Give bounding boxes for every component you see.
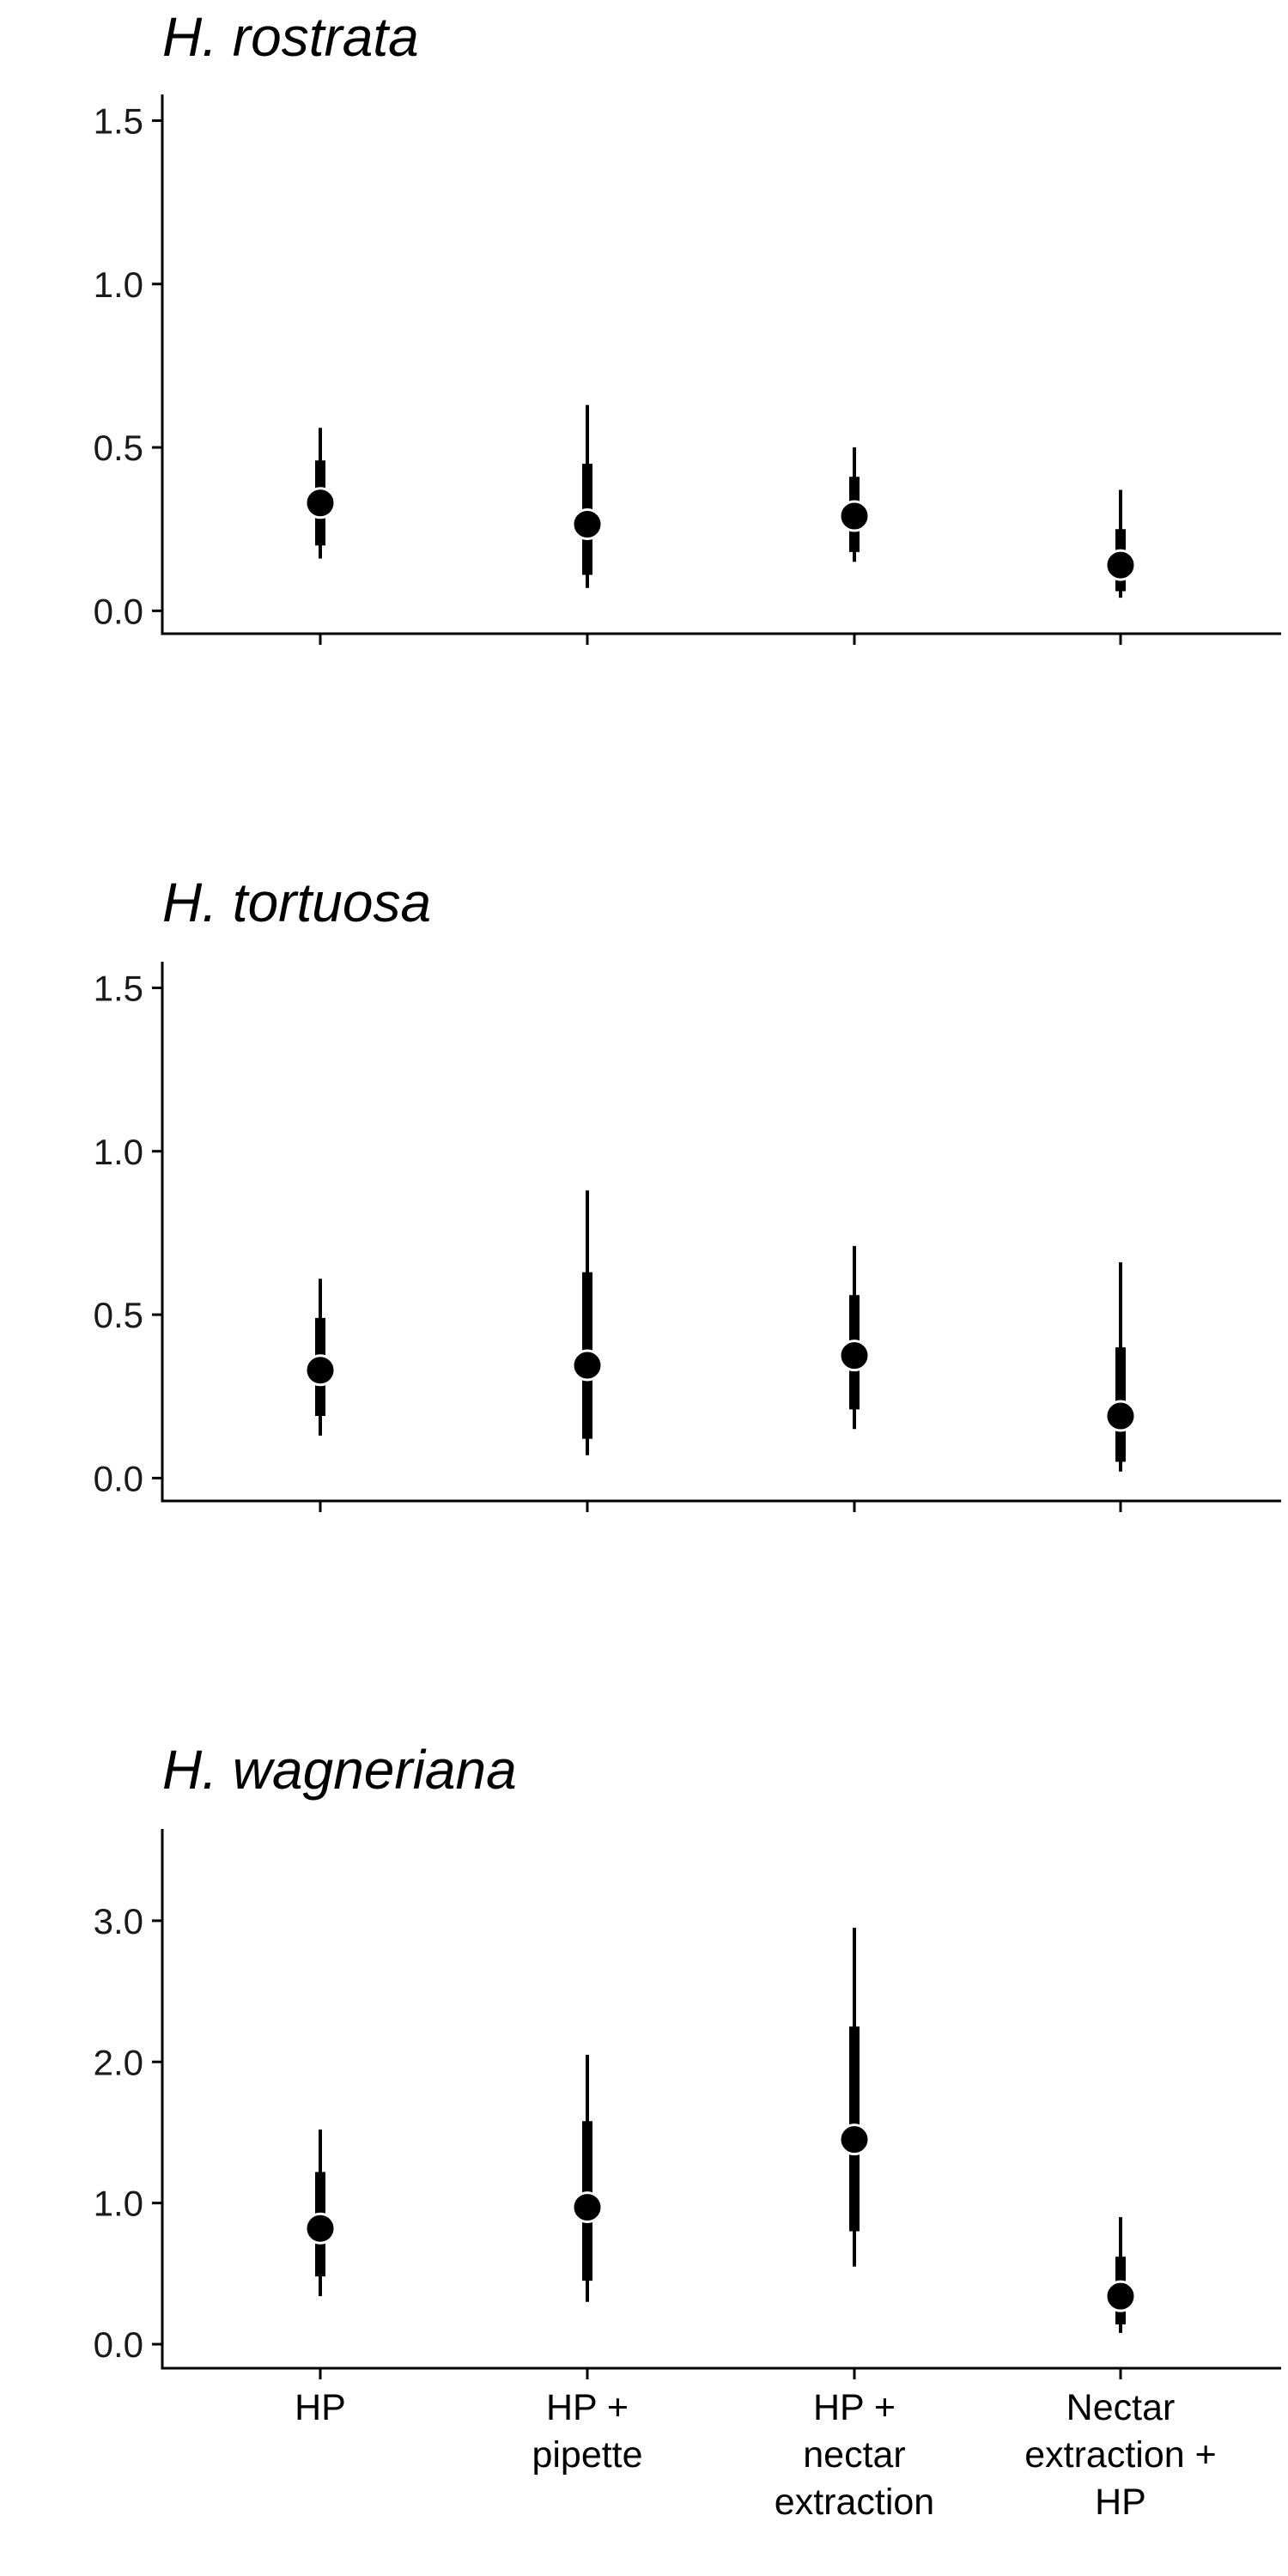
- x-category-label: nectar: [803, 2434, 906, 2476]
- point-estimate: [838, 500, 871, 532]
- x-category-label: extraction: [775, 2482, 934, 2523]
- y-tick-label: 0.5: [94, 428, 143, 468]
- y-tick-label: 3.0: [94, 1901, 143, 1941]
- point-estimate: [838, 1340, 871, 1372]
- y-tick-label: 0.5: [94, 1295, 143, 1335]
- x-category-label: HP +: [813, 2387, 896, 2428]
- panel-title: H. tortuosa: [162, 872, 431, 933]
- x-category-label: Nectar: [1066, 2387, 1176, 2428]
- point-estimate: [1104, 2280, 1137, 2312]
- y-tick-label: 0.0: [94, 1458, 143, 1498]
- point-estimate: [838, 2123, 871, 2156]
- y-tick-label: 1.0: [94, 264, 143, 305]
- y-tick-label: 1.0: [94, 1132, 143, 1172]
- point-estimate: [1104, 549, 1137, 581]
- point-estimate: [304, 2212, 337, 2245]
- x-category-label: HP: [295, 2387, 346, 2428]
- y-tick-label: 1.0: [94, 2184, 143, 2224]
- y-tick-label: 1.5: [94, 100, 143, 141]
- point-estimate: [304, 1354, 337, 1387]
- point-estimate: [571, 2191, 604, 2224]
- point-estimate: [571, 1349, 604, 1382]
- x-category-label: HP +: [546, 2387, 629, 2428]
- y-tick-label: 0.0: [94, 591, 143, 631]
- x-category-label: HP: [1095, 2482, 1146, 2523]
- y-tick-label: 1.5: [94, 968, 143, 1008]
- y-tick-label: 2.0: [94, 2042, 143, 2082]
- panel-title: H. rostrata: [162, 6, 419, 68]
- point-estimate: [304, 487, 337, 519]
- panel-title: H. wagneriana: [162, 1739, 517, 1801]
- point-estimate: [1104, 1400, 1137, 1432]
- y-tick-label: 0.0: [94, 2324, 143, 2365]
- x-category-label: pipette: [532, 2434, 642, 2476]
- x-category-label: extraction +: [1024, 2434, 1216, 2476]
- point-estimate: [571, 507, 604, 540]
